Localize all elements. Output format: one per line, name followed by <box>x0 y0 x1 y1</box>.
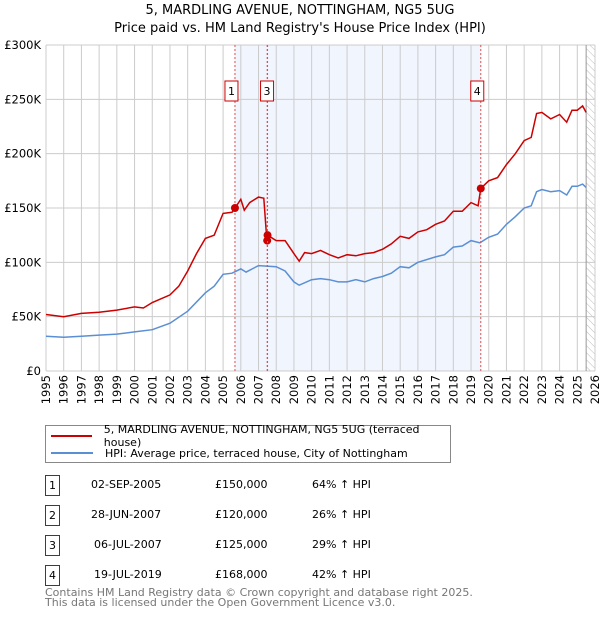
x-tick-label: 2003 <box>181 375 195 404</box>
sale-label: 4 <box>474 85 481 98</box>
x-tick-label: 2005 <box>216 375 230 404</box>
sale-hpi: 26% ↑ HPI <box>312 508 371 521</box>
x-tick-label: 1999 <box>110 375 124 404</box>
sale-label: 1 <box>228 85 235 98</box>
y-tick-label: £150K <box>4 201 41 215</box>
x-tick-label: 2013 <box>358 375 372 404</box>
x-tick-label: 2010 <box>305 375 319 404</box>
x-tick-label: 2019 <box>464 375 478 404</box>
x-tick-label: 2015 <box>393 375 407 404</box>
price-chart: 1995 1996 1997 1998 1999 2000 2001 2002 2003 2004… <box>4 38 600 404</box>
sale-date: 06-JUL-2007 <box>94 538 162 551</box>
x-tick-label: 2007 <box>252 375 266 404</box>
sale-point <box>476 184 485 193</box>
footer-line2: This data is licensed under the Open Gov… <box>45 596 396 609</box>
sale-price: £168,000 <box>215 568 268 581</box>
x-tick-label: 2004 <box>198 375 212 404</box>
x-tick-label: 2008 <box>269 375 283 404</box>
sale-label: 3 <box>264 85 271 98</box>
legend-label-hpi: HPI: Average price, terraced house, City… <box>105 446 408 460</box>
y-tick-label: £0 <box>26 364 41 378</box>
chart-subtitle: Price paid vs. HM Land Registry's House … <box>114 21 486 36</box>
x-tick-label: 2016 <box>411 375 425 404</box>
legend-label-property: 5, MARDLING AVENUE, NOTTINGHAM, NG5 5UG … <box>103 423 420 449</box>
x-tick-label: 2022 <box>517 375 531 404</box>
x-tick-label: 2025 <box>570 375 584 404</box>
sale-price: £125,000 <box>215 538 268 551</box>
property-price-line <box>45 104 587 318</box>
x-tick-label: 2000 <box>128 375 142 404</box>
x-tick-label: 2011 <box>322 375 336 404</box>
sale-hpi: 64% ↑ HPI <box>312 478 371 491</box>
y-tick-label: £300K <box>4 38 41 52</box>
x-tick-label: 2021 <box>499 375 513 404</box>
sale-row: 3 06-JUL-2007 £125,000 29% ↑ HPI <box>45 535 465 556</box>
sale-hpi: 29% ↑ HPI <box>312 538 371 551</box>
sale-marker-box: 1 <box>45 475 60 496</box>
x-tick-label: 2009 <box>287 375 301 404</box>
chart-title: 5, MARDLING AVENUE, NOTTINGHAM, NG5 5UG <box>145 3 455 18</box>
x-tick-label: 2012 <box>340 375 354 404</box>
x-tick-label: 2001 <box>145 375 159 404</box>
sale-hpi: 42% ↑ HPI <box>312 568 371 581</box>
sale-price: £150,000 <box>215 478 268 491</box>
sale-label-box <box>224 80 239 102</box>
sale-label-box <box>260 80 275 102</box>
footer-line1: Contains HM Land Registry data © Crown c… <box>45 586 473 599</box>
x-tick-label: 2002 <box>163 375 177 404</box>
x-tick-label: 1997 <box>74 375 88 404</box>
legend: 5, MARDLING AVENUE, NOTTINGHAM, NG5 5UG … <box>45 423 451 463</box>
sale-date: 02-SEP-2005 <box>91 478 162 491</box>
sale-label-box <box>470 80 485 102</box>
legend-swatch-property <box>51 435 92 437</box>
sale-point <box>263 231 272 240</box>
sale-date: 19-JUL-2019 <box>94 568 162 581</box>
x-tick-label: 2006 <box>234 375 248 404</box>
sale-date: 28-JUN-2007 <box>91 508 162 521</box>
y-tick-label: £200K <box>4 147 41 161</box>
x-tick-label: 2020 <box>482 375 496 404</box>
sale-marker-box: 4 <box>45 565 60 586</box>
sale-row: 4 19-JUL-2019 £168,000 42% ↑ HPI <box>45 565 465 586</box>
x-tick-label: 1995 <box>39 375 53 404</box>
x-tick-label: 2026 <box>588 375 600 404</box>
sale-price: £120,000 <box>215 508 268 521</box>
x-tick-label: 2014 <box>375 375 389 404</box>
y-tick-label: £50K <box>12 310 42 324</box>
sale-row: 1 02-SEP-2005 £150,000 64% ↑ HPI <box>45 475 465 496</box>
y-tick-label: £100K <box>4 255 41 269</box>
hpi-line <box>45 183 587 339</box>
x-tick-label: 1998 <box>92 375 106 404</box>
x-tick-label: 1996 <box>57 375 71 404</box>
sale-marker-box: 3 <box>45 535 60 556</box>
sale-marker-box: 2 <box>45 505 60 526</box>
x-tick-label: 2023 <box>535 375 549 404</box>
x-tick-label: 2018 <box>446 375 460 404</box>
x-tick-label: 2024 <box>553 375 567 404</box>
x-tick-label: 2017 <box>429 375 443 404</box>
legend-swatch-hpi <box>51 452 93 454</box>
footer: Contains HM Land Registry data © Crown c… <box>45 586 473 609</box>
y-tick-label: £250K <box>4 92 41 106</box>
sale-point <box>230 204 239 212</box>
sale-row: 2 28-JUN-2007 £120,000 26% ↑ HPI <box>45 505 465 526</box>
